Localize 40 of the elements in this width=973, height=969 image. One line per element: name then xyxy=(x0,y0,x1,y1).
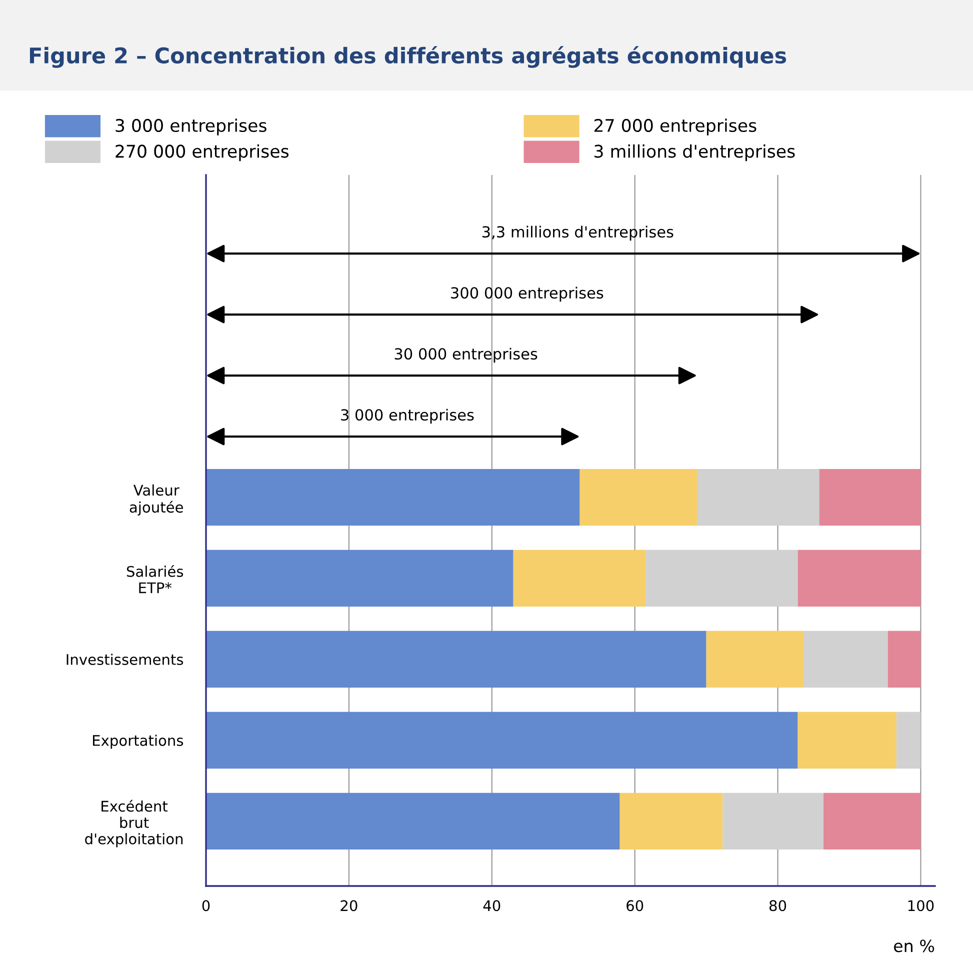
bar xyxy=(824,792,921,850)
legend-label: 270 000 entreprises xyxy=(116,144,289,162)
x-tick-label: 80 xyxy=(769,900,786,912)
legend-label: 3 millions d'entreprises xyxy=(594,144,795,162)
text: 300 000 entreprises xyxy=(451,286,604,302)
y-tick-label: Exportations xyxy=(93,734,184,749)
bar xyxy=(206,792,620,850)
bar xyxy=(620,792,723,850)
x-tick-label: 100 xyxy=(908,900,934,912)
bar xyxy=(722,792,824,850)
legend-label: 3 000 entreprises xyxy=(116,118,266,136)
x-tick-label: 20 xyxy=(340,900,358,912)
text: 30 000 entreprises xyxy=(394,348,538,363)
x-axis-title: en % xyxy=(894,940,934,952)
text: 3,3 millions d'entreprises xyxy=(482,226,674,241)
chart-title: Figure 2 – Concentration des différents agrégats économiques xyxy=(30,46,786,68)
y-tick-label: Valeur ajoutée xyxy=(130,484,183,516)
bar xyxy=(697,468,820,526)
text: 3 000 entreprises xyxy=(341,408,474,424)
bar xyxy=(798,550,921,607)
bar xyxy=(706,630,804,688)
bar xyxy=(206,630,706,688)
bar xyxy=(206,468,580,526)
bar xyxy=(513,550,646,607)
bar xyxy=(206,550,514,607)
bar xyxy=(580,468,698,526)
bar xyxy=(888,630,921,688)
bar xyxy=(819,468,921,526)
bar xyxy=(896,712,921,769)
bar xyxy=(803,630,888,688)
bar xyxy=(206,712,798,769)
x-tick-label: 0 xyxy=(202,900,210,912)
y-tick-label: Excédent brut d'exploitation xyxy=(85,800,183,848)
bar xyxy=(798,712,896,769)
y-tick-label: Salariés ETP* xyxy=(126,565,184,594)
legend-label: 27 000 entreprises xyxy=(594,118,756,136)
x-tick-label: 60 xyxy=(626,900,644,912)
bar xyxy=(646,550,798,607)
x-tick-label: 40 xyxy=(483,900,500,912)
y-tick-label: Investissements xyxy=(66,654,184,666)
